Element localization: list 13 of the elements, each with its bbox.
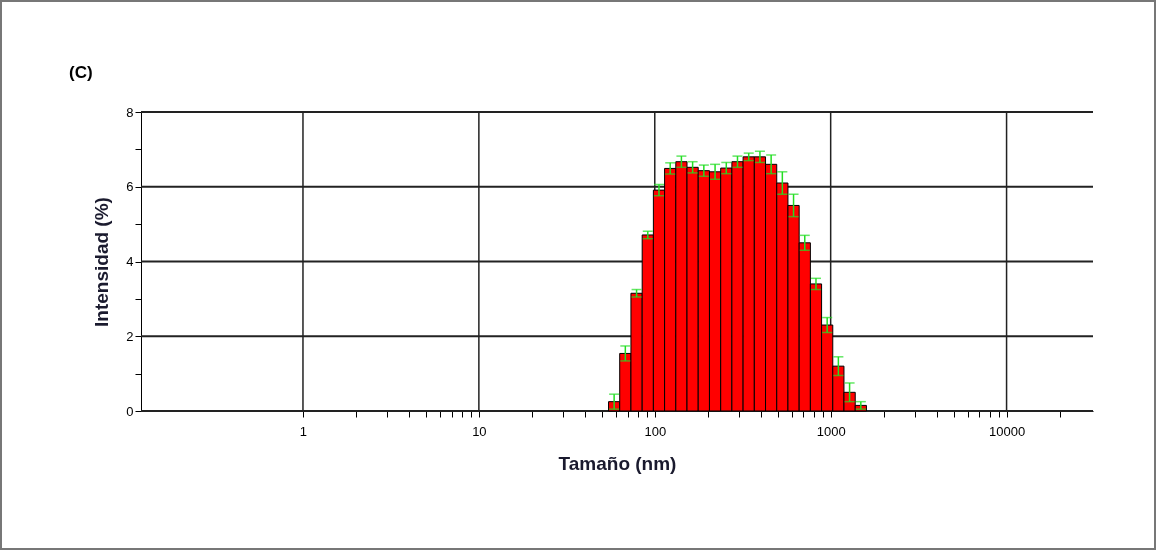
x-tick-label: 10000 [988,423,1026,439]
x-tick-label: 1 [299,423,308,439]
x-tick-label: 10 [472,423,487,439]
y-tick-label: 8 [126,104,134,120]
y-tick-label: 6 [126,179,134,195]
x-tick-label: 1000 [816,423,846,439]
chart-title: (C) [69,63,93,82]
y-tick-label: 2 [126,328,134,344]
y-tick-label: 4 [126,254,134,269]
y-tick-label: 0 [126,403,134,419]
x-tick-label: 100 [644,423,667,439]
x-axis-title: Tamaño (nm) [558,452,677,474]
y-axis-title: Intensidad (%) [91,197,113,327]
